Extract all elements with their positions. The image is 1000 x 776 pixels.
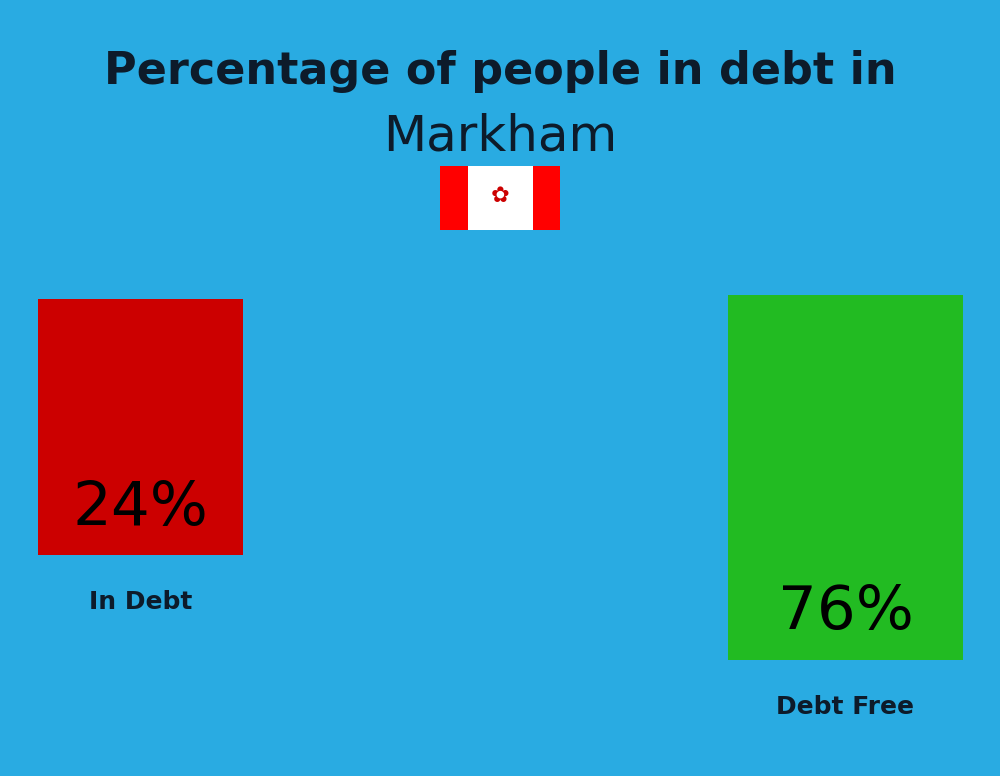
Text: 24%: 24%	[73, 480, 208, 539]
Text: 76%: 76%	[778, 583, 913, 642]
Bar	[468, 166, 532, 230]
Bar	[440, 166, 468, 230]
Bar	[728, 295, 963, 660]
Text: In Debt: In Debt	[89, 590, 192, 614]
Text: Percentage of people in debt in: Percentage of people in debt in	[104, 50, 896, 93]
Bar	[38, 299, 243, 555]
Text: Debt Free: Debt Free	[776, 695, 914, 719]
Text: Markham: Markham	[383, 113, 617, 161]
Text: ✿: ✿	[491, 186, 509, 206]
Bar	[532, 166, 560, 230]
